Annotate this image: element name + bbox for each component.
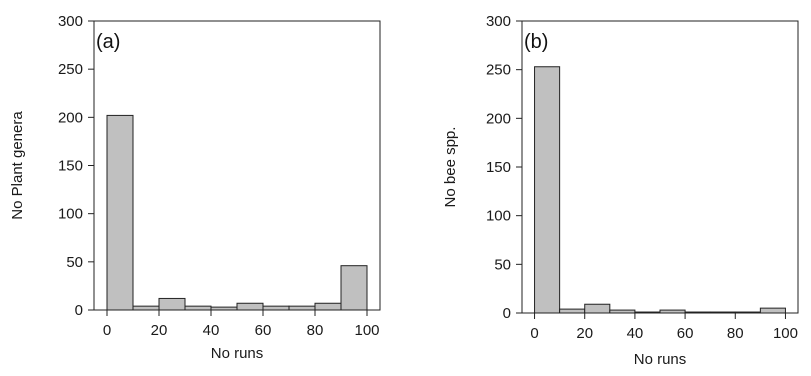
- histogram-bar: [734, 311, 761, 314]
- y-tick-label: 0: [503, 305, 511, 322]
- histogram-bar: [684, 311, 711, 314]
- histogram-bar: [132, 305, 160, 311]
- y-tick-label: 0: [75, 302, 83, 319]
- histogram-bar: [184, 305, 212, 311]
- x-tick-label: 60: [255, 322, 272, 339]
- histogram-bar: [210, 306, 238, 311]
- panel-label: (a): [96, 31, 120, 53]
- histogram-bar: [634, 311, 661, 314]
- y-tick-label: 50: [494, 256, 511, 273]
- plot-frame: [93, 20, 381, 311]
- x-tick-label: 20: [576, 325, 593, 342]
- histogram-bar: [559, 308, 586, 314]
- x-axis-label: No runs: [634, 351, 687, 368]
- x-tick-label: 60: [677, 325, 694, 342]
- histogram-bar: [659, 309, 686, 314]
- y-tick-label: 200: [58, 109, 83, 126]
- x-tick-label: 0: [103, 322, 111, 339]
- y-tick-label: 200: [486, 110, 511, 127]
- histogram-bar: [106, 114, 134, 311]
- plot-frame: [521, 20, 799, 314]
- histogram-bar: [584, 303, 611, 314]
- y-tick-label: 100: [58, 206, 83, 223]
- x-tick-label: 20: [151, 322, 168, 339]
- panel-label: (b): [524, 31, 548, 53]
- x-tick-label: 80: [307, 322, 324, 339]
- y-tick-label: 150: [58, 158, 83, 175]
- histogram-bar: [709, 311, 736, 314]
- y-tick-label: 100: [486, 208, 511, 225]
- histogram-bar: [236, 302, 264, 311]
- x-tick-label: 80: [727, 325, 744, 342]
- x-tick-label: 0: [530, 325, 538, 342]
- chart-panel-b: 0 20 40 60 80 100 0 50 100 150 200 250 300 No runs No …: [442, 13, 799, 368]
- x-tick-label: 40: [203, 322, 220, 339]
- x-tick-label: 100: [354, 322, 379, 339]
- y-tick-label: 300: [58, 13, 83, 30]
- x-axis-label: No runs: [211, 345, 264, 362]
- histogram-bar: [288, 305, 316, 311]
- histogram-bar: [340, 265, 368, 311]
- x-tick-label: 40: [627, 325, 644, 342]
- histogram-bar: [609, 309, 636, 314]
- y-tick-label: 250: [486, 62, 511, 79]
- y-axis-label: No bee spp.: [442, 127, 459, 208]
- histogram-bar: [158, 297, 186, 311]
- y-tick-label: 50: [66, 254, 83, 271]
- y-tick-label: 250: [58, 61, 83, 78]
- y-axis-label: No Plant genera: [9, 111, 26, 220]
- x-tick-label: 100: [773, 325, 798, 342]
- y-tick-label: 300: [486, 13, 511, 30]
- y-tick-label: 150: [486, 159, 511, 176]
- chart-panel-a: 0 20 40 60 80 100 0 50 100 150 200 250 300 No runs No …: [9, 13, 381, 362]
- histogram-bar: [759, 307, 786, 314]
- histogram-bar: [314, 302, 342, 311]
- histogram-bar: [534, 66, 561, 314]
- histogram-bar: [262, 305, 290, 311]
